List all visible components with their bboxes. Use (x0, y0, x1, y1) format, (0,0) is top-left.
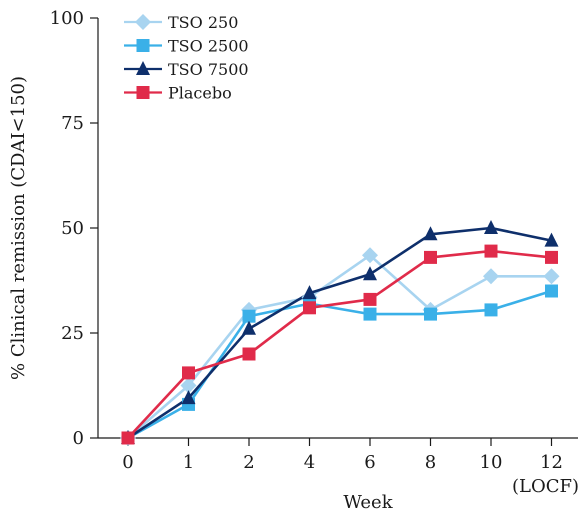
y-tick-label: 25 (61, 323, 84, 344)
legend-marker (136, 86, 150, 99)
y-tick-label: 75 (61, 113, 84, 134)
x-tick-label: 4 (304, 452, 315, 473)
data-point-tso-250 (362, 247, 378, 264)
x-tick-label: 10 (480, 452, 503, 473)
data-point-tso-7500 (484, 220, 498, 234)
series-line-tso-250 (127, 254, 552, 439)
data-point-placebo (424, 250, 437, 264)
data-point-tso-2500 (484, 303, 498, 317)
data-point-placebo (484, 244, 498, 258)
legend-item-placebo: Placebo (124, 84, 232, 103)
legend-label: Placebo (168, 84, 232, 103)
data-point-tso-250 (543, 268, 560, 285)
data-point-tso-7500 (242, 320, 256, 335)
data-point-placebo (363, 292, 377, 306)
legend-label: TSO 7500 (168, 60, 249, 79)
legend-item-tso-7500: TSO 7500 (124, 60, 249, 79)
data-point-placebo (242, 347, 256, 361)
data-point-tso-7500 (181, 390, 196, 405)
x-tick-label: 1 (183, 452, 194, 473)
x-tick-label: 2 (243, 452, 254, 473)
legend-item-tso-2500: TSO 2500 (124, 37, 249, 56)
x-tick-label: 0 (122, 452, 133, 473)
data-point-tso-7500 (363, 266, 377, 281)
legend-item-tso-250: TSO 250 (124, 13, 238, 32)
series-line-placebo (127, 249, 552, 439)
y-tick-label: 50 (61, 218, 84, 239)
series-markers (120, 220, 560, 446)
series-line-tso-2500 (127, 289, 552, 440)
data-point-tso-2500 (424, 307, 437, 321)
x-axis-title: Week (343, 492, 393, 513)
data-point-tso-2500 (363, 307, 377, 321)
data-point-tso-250 (180, 377, 197, 394)
series-line-tso-7500 (127, 226, 552, 440)
legend-label: TSO 2500 (168, 37, 249, 56)
legend-marker (136, 39, 150, 52)
legend: TSO 250 TSO 2500 TSO 7500 Placebo (124, 13, 249, 103)
x-tick-label: 8 (425, 452, 436, 473)
legend-marker (136, 61, 150, 75)
legend-marker (135, 14, 151, 30)
data-point-placebo (303, 301, 316, 315)
series-lines (127, 226, 552, 440)
y-tick-label: 100 (50, 8, 84, 29)
legend-label: TSO 250 (168, 13, 238, 32)
data-point-tso-7500 (423, 226, 438, 241)
data-point-tso-2500 (242, 309, 256, 323)
data-point-tso-2500 (545, 284, 558, 298)
x-tick-sublabel: (LOCF) (512, 476, 579, 497)
x-tick-label: 6 (364, 452, 375, 473)
data-point-tso-7500 (302, 285, 317, 300)
x-tick-label: 12 (540, 452, 563, 473)
data-point-tso-7500 (544, 232, 559, 247)
y-tick-label: 0 (73, 428, 84, 449)
data-point-tso-250 (483, 268, 499, 285)
data-point-placebo (545, 250, 558, 264)
data-point-placebo (182, 366, 195, 380)
axes (90, 17, 578, 446)
y-axis-title: % Clinical remission (CDAI<150) (8, 76, 29, 380)
data-point-placebo (121, 431, 135, 445)
